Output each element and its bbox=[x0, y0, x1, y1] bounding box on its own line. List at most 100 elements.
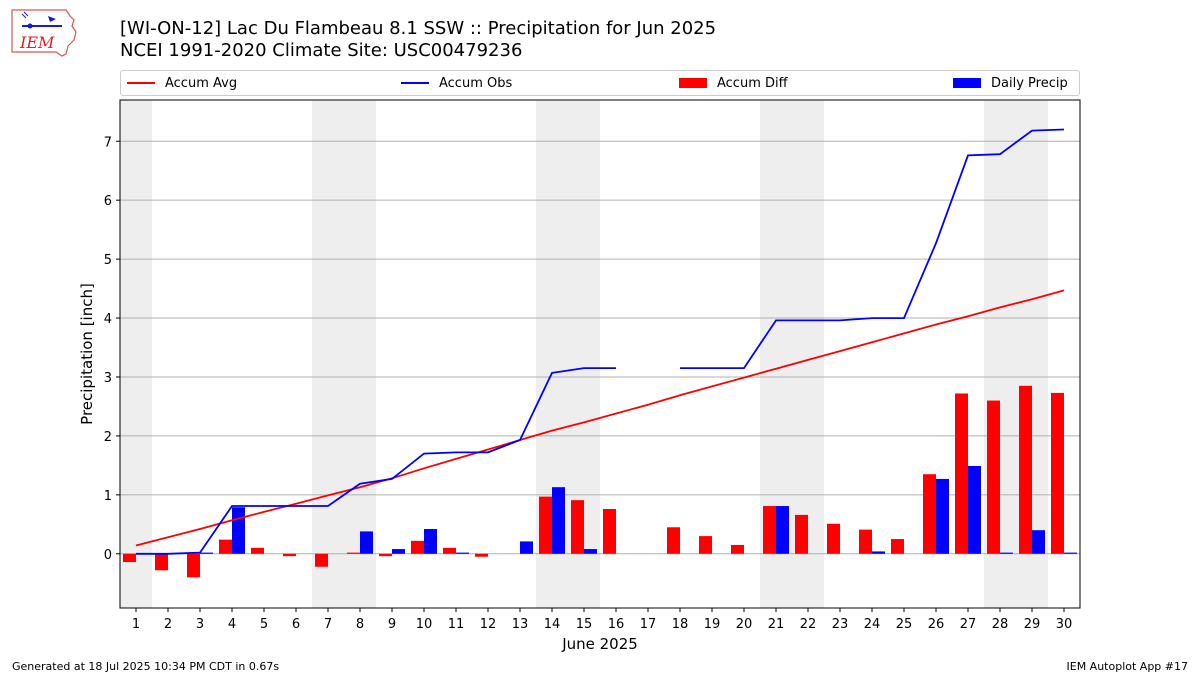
x-tick-label: 20 bbox=[736, 617, 753, 632]
daily-precip-bar bbox=[232, 507, 245, 554]
x-tick-label: 21 bbox=[768, 617, 785, 632]
logo-dot-icon bbox=[27, 23, 33, 29]
accum-diff-bar bbox=[603, 508, 616, 554]
y-tick-label: 2 bbox=[104, 430, 112, 445]
x-tick-label: 16 bbox=[608, 617, 625, 632]
accum-diff-bar bbox=[731, 544, 744, 554]
x-tick-label: 2 bbox=[164, 617, 172, 632]
accum-diff-bar bbox=[411, 540, 424, 554]
footer-app: IEM Autoplot App #17 bbox=[1066, 660, 1189, 673]
accum-diff-bar bbox=[667, 527, 680, 554]
accum-diff-bar bbox=[443, 547, 456, 554]
iowa-map-outline bbox=[11, 9, 77, 57]
accum-diff-bar bbox=[827, 523, 840, 554]
daily-precip-bar bbox=[392, 549, 405, 554]
accum-diff-bar bbox=[987, 400, 1000, 554]
legend-label-daily-precip: Daily Precip bbox=[991, 75, 1068, 91]
accum-diff-bar bbox=[891, 539, 904, 554]
daily-precip-bar bbox=[424, 529, 437, 554]
x-tick-label: 10 bbox=[416, 617, 433, 632]
daily-precip-bar bbox=[872, 551, 885, 554]
x-tick-label: 4 bbox=[228, 617, 236, 632]
accum-obs-line bbox=[680, 128, 1065, 370]
accum-diff-bar bbox=[155, 553, 168, 571]
x-tick-label: 24 bbox=[864, 617, 881, 632]
legend-item-accum-avg: Accum Avg bbox=[127, 71, 237, 95]
legend-label-accum-diff: Accum Diff bbox=[717, 75, 788, 91]
accum-diff-bar bbox=[795, 514, 808, 554]
legend-label-accum-obs: Accum Obs bbox=[439, 75, 513, 91]
x-tick-label: 29 bbox=[1024, 617, 1041, 632]
logo-arrow-icon bbox=[48, 16, 56, 22]
accum-diff-bar bbox=[859, 529, 872, 554]
daily-precip-bar bbox=[200, 552, 213, 554]
x-tick-label: 17 bbox=[640, 617, 657, 632]
accum-diff-bar bbox=[315, 553, 328, 567]
accum-diff-bar bbox=[955, 393, 968, 554]
weekend-band bbox=[120, 100, 152, 608]
accum-diff-bar bbox=[187, 553, 200, 578]
legend-swatch-accum-avg bbox=[127, 82, 155, 84]
x-tick-label: 5 bbox=[260, 617, 268, 632]
x-tick-label: 1 bbox=[132, 617, 140, 632]
x-tick-label: 25 bbox=[896, 617, 913, 632]
x-tick-label: 7 bbox=[324, 617, 332, 632]
accum-diff-bar bbox=[251, 547, 264, 554]
legend-swatch-accum-diff bbox=[679, 78, 707, 88]
accum-diff-bar bbox=[379, 553, 392, 557]
accum-diff-bar bbox=[123, 553, 136, 563]
daily-precip-bar bbox=[1064, 552, 1077, 554]
iem-logo: IEM bbox=[11, 9, 77, 57]
y-axis-label: Precipitation [inch] bbox=[78, 283, 96, 425]
x-tick-label: 8 bbox=[356, 617, 364, 632]
accum-diff-bar bbox=[283, 553, 296, 557]
weekend-band bbox=[312, 100, 376, 608]
y-tick-label: 7 bbox=[104, 135, 112, 150]
accum-diff-bar bbox=[539, 496, 552, 554]
x-tick-label: 6 bbox=[292, 617, 300, 632]
x-tick-label: 28 bbox=[992, 617, 1009, 632]
y-tick-label: 4 bbox=[104, 312, 112, 327]
x-tick-label: 22 bbox=[800, 617, 817, 632]
plot-frame bbox=[119, 99, 1081, 609]
accum-diff-bar bbox=[571, 500, 584, 554]
legend-item-accum-diff: Accum Diff bbox=[679, 71, 788, 95]
x-tick-label: 23 bbox=[832, 617, 849, 632]
accum-obs-line bbox=[136, 367, 616, 555]
accum-diff-bar bbox=[475, 553, 488, 557]
daily-precip-bar bbox=[584, 549, 597, 554]
x-tick-label: 12 bbox=[480, 617, 497, 632]
x-tick-label: 27 bbox=[960, 617, 977, 632]
footer-generated: Generated at 18 Jul 2025 10:34 PM CDT in… bbox=[12, 660, 280, 673]
accum-diff-bar bbox=[699, 536, 712, 554]
x-tick-label: 19 bbox=[704, 617, 721, 632]
y-tick-label: 1 bbox=[104, 489, 112, 504]
x-tick-label: 3 bbox=[196, 617, 204, 632]
daily-precip-bar bbox=[456, 552, 469, 554]
y-tick-label: 6 bbox=[104, 194, 112, 209]
daily-precip-bar bbox=[552, 487, 565, 554]
daily-precip-bar bbox=[968, 465, 981, 554]
x-axis-label: June 2025 bbox=[561, 635, 638, 653]
x-tick-label: 9 bbox=[388, 617, 396, 632]
x-tick-label: 13 bbox=[512, 617, 529, 632]
daily-precip-bar bbox=[776, 506, 789, 554]
x-tick-label: 26 bbox=[928, 617, 945, 632]
accum-diff-bar bbox=[219, 539, 232, 554]
x-tick-label: 11 bbox=[448, 617, 465, 632]
y-tick-label: 3 bbox=[104, 371, 112, 386]
x-tick-label: 14 bbox=[544, 617, 561, 632]
legend-label-accum-avg: Accum Avg bbox=[165, 75, 238, 91]
logo-text: IEM bbox=[19, 33, 55, 52]
daily-precip-bar bbox=[1000, 552, 1013, 554]
chart-title: [WI-ON-12] Lac Du Flambeau 8.1 SSW :: Pr… bbox=[120, 18, 717, 39]
daily-precip-bar bbox=[520, 541, 533, 554]
x-tick-label: 18 bbox=[672, 617, 689, 632]
legend-item-accum-obs: Accum Obs bbox=[401, 71, 512, 95]
x-tick-label: 30 bbox=[1056, 617, 1073, 632]
accum-diff-bar bbox=[347, 552, 360, 554]
y-tick-label: 0 bbox=[104, 548, 112, 563]
y-tick-label: 5 bbox=[104, 253, 112, 268]
accum-avg-line bbox=[135, 289, 1065, 547]
